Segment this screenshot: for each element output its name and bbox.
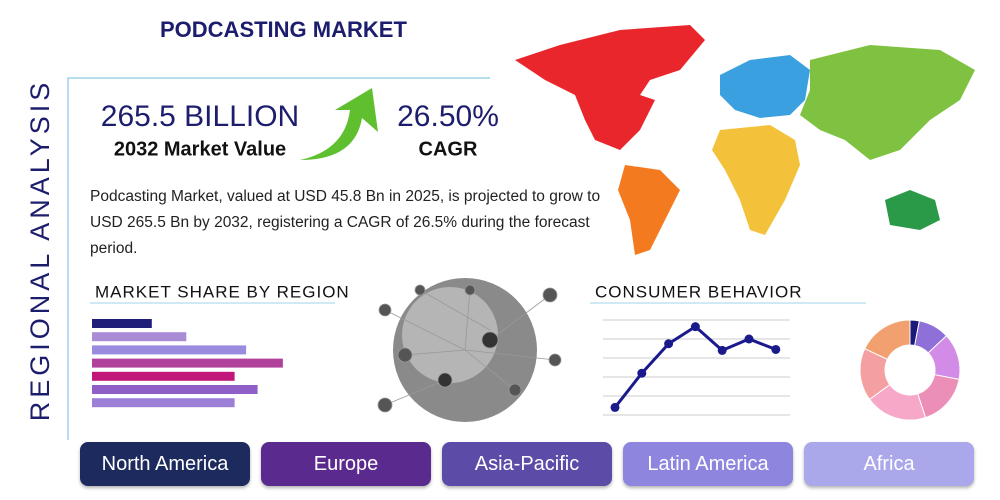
stat-label: CAGR bbox=[419, 138, 478, 160]
point bbox=[664, 339, 674, 349]
bar bbox=[92, 385, 258, 394]
point bbox=[771, 344, 781, 354]
bar bbox=[92, 319, 152, 328]
region-button[interactable]: Asia-Pacific bbox=[442, 442, 612, 486]
world-map bbox=[515, 25, 975, 255]
side-label: REGIONAL ANALYSIS bbox=[25, 79, 55, 422]
frame bbox=[67, 77, 490, 440]
region-button[interactable]: North America bbox=[80, 442, 250, 486]
bar bbox=[92, 332, 187, 342]
region-button[interactable]: Latin America bbox=[623, 442, 793, 486]
title: PODCASTING MARKET bbox=[160, 17, 407, 42]
globe-network bbox=[377, 278, 562, 422]
point bbox=[744, 334, 754, 344]
region-button[interactable]: Africa bbox=[804, 442, 974, 486]
point bbox=[610, 402, 620, 412]
bar bbox=[92, 358, 283, 368]
stat-value: 265.5 BILLION bbox=[101, 100, 299, 133]
point bbox=[637, 368, 647, 378]
bar bbox=[92, 345, 247, 355]
bar bbox=[92, 398, 235, 408]
donut-segment bbox=[864, 319, 911, 361]
region-button[interactable]: Europe bbox=[261, 442, 431, 486]
donut-segment bbox=[917, 374, 960, 419]
description: Podcasting Market, valued at USD 45.8 Bn… bbox=[90, 188, 601, 257]
section-title: MARKET SHARE BY REGION bbox=[95, 282, 350, 301]
point bbox=[717, 345, 727, 355]
point bbox=[690, 322, 700, 332]
stat-value: 26.50% bbox=[397, 100, 499, 133]
bar bbox=[92, 371, 235, 381]
section-title: CONSUMER BEHAVIOR bbox=[595, 282, 803, 301]
stat-label: 2032 Market Value bbox=[114, 138, 286, 160]
growth-arrow bbox=[300, 88, 378, 160]
